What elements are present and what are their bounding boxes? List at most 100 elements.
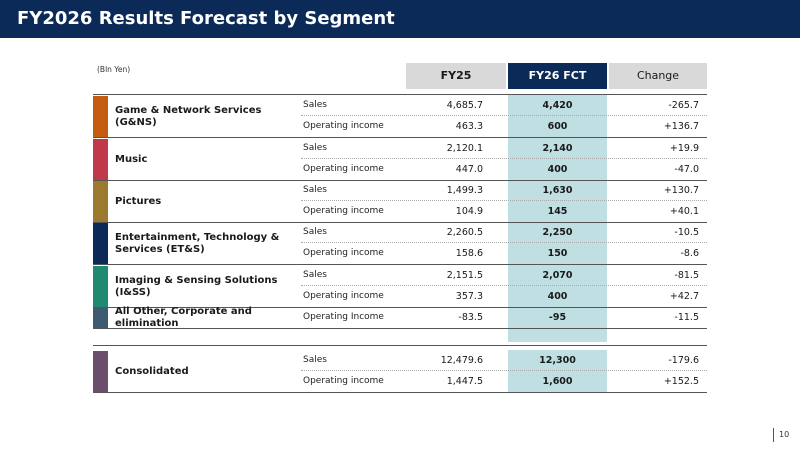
consolidated-top-rule xyxy=(93,345,707,346)
page-number-divider xyxy=(773,428,774,442)
table-row: Sales 1,499.3 1,630 +130.7 xyxy=(301,180,707,201)
table-row: Sales 4,685.7 4,420 -265.7 xyxy=(301,95,707,116)
change-value: -10.5 xyxy=(674,227,699,238)
segment-name: All Other, Corporate and elimination xyxy=(115,306,252,329)
change-value: +130.7 xyxy=(663,185,699,196)
row-label: Operating income xyxy=(303,291,384,301)
fy26-forecast-value: 2,140 xyxy=(542,143,573,154)
segment-name: Game & Network Services (G&NS) xyxy=(115,104,262,128)
fy25-value: 463.3 xyxy=(455,121,483,132)
unit-note: (Bln Yen) xyxy=(97,65,131,74)
fy26-forecast-value: 4,420 xyxy=(542,100,573,111)
change-value: -265.7 xyxy=(668,100,699,111)
fy25-value: 104.9 xyxy=(455,206,483,217)
segment-color-bar xyxy=(93,96,108,138)
page-number: 10 xyxy=(779,430,790,439)
table-row: Operating Income -83.5 -95 -11.5 xyxy=(301,307,707,328)
segment-block: Music xyxy=(93,138,707,181)
segment-block: Entertainment, Technology & Services (ET… xyxy=(93,222,707,265)
segment-color-bar xyxy=(93,223,108,265)
fy25-value: 2,260.5 xyxy=(446,227,483,238)
row-label: Operating income xyxy=(303,121,384,131)
segment-block: Consolidated xyxy=(93,350,707,393)
table-row: Operating income 463.3 600 +136.7 xyxy=(301,116,707,137)
segment-color-bar xyxy=(93,139,108,181)
segment-name: Imaging & Sensing Solutions (I&SS) xyxy=(115,274,278,298)
fy26-forecast-value: -95 xyxy=(548,312,567,323)
fy25-value: 1,447.5 xyxy=(446,376,483,387)
segment-color-bar xyxy=(93,351,108,393)
row-label: Operating income xyxy=(303,248,384,258)
segment-color-bar xyxy=(93,308,108,329)
segment-name: Music xyxy=(115,153,148,165)
fy25-value: 357.3 xyxy=(455,291,483,302)
segment-block: Pictures xyxy=(93,180,707,223)
change-value: -8.6 xyxy=(680,248,699,259)
row-label: Operating income xyxy=(303,164,384,174)
row-label: Sales xyxy=(303,185,327,195)
change-value: +40.1 xyxy=(669,206,699,217)
fy25-value: 4,685.7 xyxy=(446,100,483,111)
segment-name: Entertainment, Technology & Services (ET… xyxy=(115,231,280,255)
fy25-value: 12,479.6 xyxy=(440,355,483,366)
segment-name: Pictures xyxy=(115,195,162,207)
change-value: +136.7 xyxy=(663,121,699,132)
row-label: Sales xyxy=(303,355,327,365)
forecast-column-highlight-consolidated xyxy=(508,350,607,392)
row-divider xyxy=(301,158,707,159)
row-label: Operating Income xyxy=(303,312,384,322)
forecast-column-highlight xyxy=(508,95,607,342)
row-label: Operating income xyxy=(303,376,384,386)
fy26-forecast-value: 145 xyxy=(547,206,568,217)
segment-color-bar xyxy=(93,181,108,223)
segment-bottom-rule xyxy=(93,264,707,265)
fy26-forecast-value: 2,250 xyxy=(542,227,573,238)
fy26-forecast-value: 12,300 xyxy=(539,355,576,366)
row-divider xyxy=(301,115,707,116)
table-row: Operating income 158.6 150 -8.6 xyxy=(301,243,707,264)
change-value: -179.6 xyxy=(668,355,699,366)
segment-block: Game & Network Services (G&NS) xyxy=(93,95,707,138)
fy25-value: 447.0 xyxy=(455,164,483,175)
segment-name: Consolidated xyxy=(115,365,189,377)
row-divider xyxy=(301,200,707,201)
row-label: Sales xyxy=(303,270,327,280)
segment-color-bar xyxy=(93,266,108,308)
segment-block: All Other, Corporate and elimination xyxy=(93,306,707,329)
change-value: +19.9 xyxy=(669,143,699,154)
row-label: Sales xyxy=(303,143,327,153)
change-value: -47.0 xyxy=(674,164,699,175)
table-row: Sales 2,120.1 2,140 +19.9 xyxy=(301,138,707,159)
table-row: Operating income 357.3 400 +42.7 xyxy=(301,286,707,307)
row-divider xyxy=(301,285,707,286)
segment-bottom-rule xyxy=(93,222,707,223)
change-value: +42.7 xyxy=(669,291,699,302)
column-header-fy26-forecast: FY26 FCT xyxy=(508,63,607,89)
segment-bottom-rule xyxy=(93,137,707,138)
table-top-rule xyxy=(93,94,707,95)
fy26-forecast-value: 400 xyxy=(547,291,568,302)
table-row: Operating income 447.0 400 -47.0 xyxy=(301,159,707,180)
segment-bottom-rule xyxy=(93,307,707,308)
row-label: Sales xyxy=(303,100,327,110)
row-label: Sales xyxy=(303,227,327,237)
fy25-value: 1,499.3 xyxy=(446,185,483,196)
segment-bottom-rule xyxy=(93,392,707,393)
row-divider xyxy=(301,370,707,371)
segment-bottom-rule xyxy=(93,180,707,181)
table-row: Sales 12,479.6 12,300 -179.6 xyxy=(301,350,707,371)
table-row: Sales 2,151.5 2,070 -81.5 xyxy=(301,265,707,286)
fy26-forecast-value: 150 xyxy=(547,248,568,259)
row-label: Operating income xyxy=(303,206,384,216)
fy26-forecast-value: 1,630 xyxy=(542,185,573,196)
fy25-value: 158.6 xyxy=(455,248,483,259)
column-header-change: Change xyxy=(609,63,707,89)
column-header-fy25: FY25 xyxy=(406,63,506,89)
fy25-value: 2,151.5 xyxy=(446,270,483,281)
row-divider xyxy=(301,242,707,243)
table-row: Sales 2,260.5 2,250 -10.5 xyxy=(301,222,707,243)
fy26-forecast-value: 2,070 xyxy=(542,270,573,281)
fy25-value: -83.5 xyxy=(458,312,483,323)
segment-block: Imaging & Sensing Solutions (I&SS) xyxy=(93,265,707,308)
change-value: +152.5 xyxy=(663,376,699,387)
